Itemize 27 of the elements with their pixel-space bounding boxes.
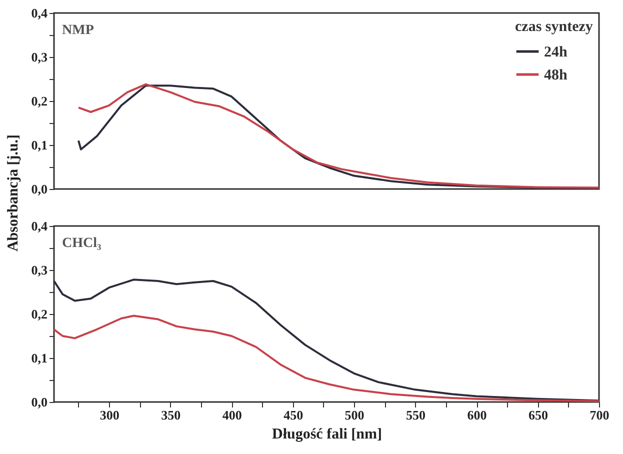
x-tick-label: 650 [528, 408, 548, 422]
y-tick-label: 0,2 [31, 306, 48, 322]
y-tick-label: 0,1 [31, 138, 48, 152]
x-tick-label: 700 [590, 408, 610, 422]
y-tick-label: 0,3 [31, 262, 48, 278]
legend-label: 24h [544, 44, 568, 60]
y-tick-label: 0,4 [31, 218, 48, 234]
y-axis-title: Absorbancja [j.u.] [6, 134, 22, 252]
y-tick-label: 0,1 [31, 350, 48, 366]
y-tick-label: 0,2 [31, 94, 48, 108]
y-tick-label: 0,0 [31, 394, 48, 410]
x-tick-label: 500 [344, 408, 364, 422]
line-series [53, 314, 600, 402]
y-tick-label: 0,4 [31, 6, 48, 20]
x-axis-title: Długość fali [nm] [272, 426, 382, 442]
x-tick-label: 600 [467, 408, 487, 422]
legend-title: czas syntezy [515, 19, 594, 35]
y-tick-label: 0,0 [31, 182, 48, 196]
y-tick-label: 0,3 [31, 50, 48, 64]
x-tick-label: 350 [161, 408, 181, 422]
x-tick-label: 300 [100, 408, 120, 422]
x-tick-label: 550 [406, 408, 426, 422]
annotation: CHCl₃ [62, 236, 102, 251]
legend-label: 48h [544, 68, 568, 84]
x-tick-label: 400 [222, 408, 242, 422]
x-tick-label: 450 [284, 408, 304, 422]
annotation: NMP [62, 23, 94, 38]
